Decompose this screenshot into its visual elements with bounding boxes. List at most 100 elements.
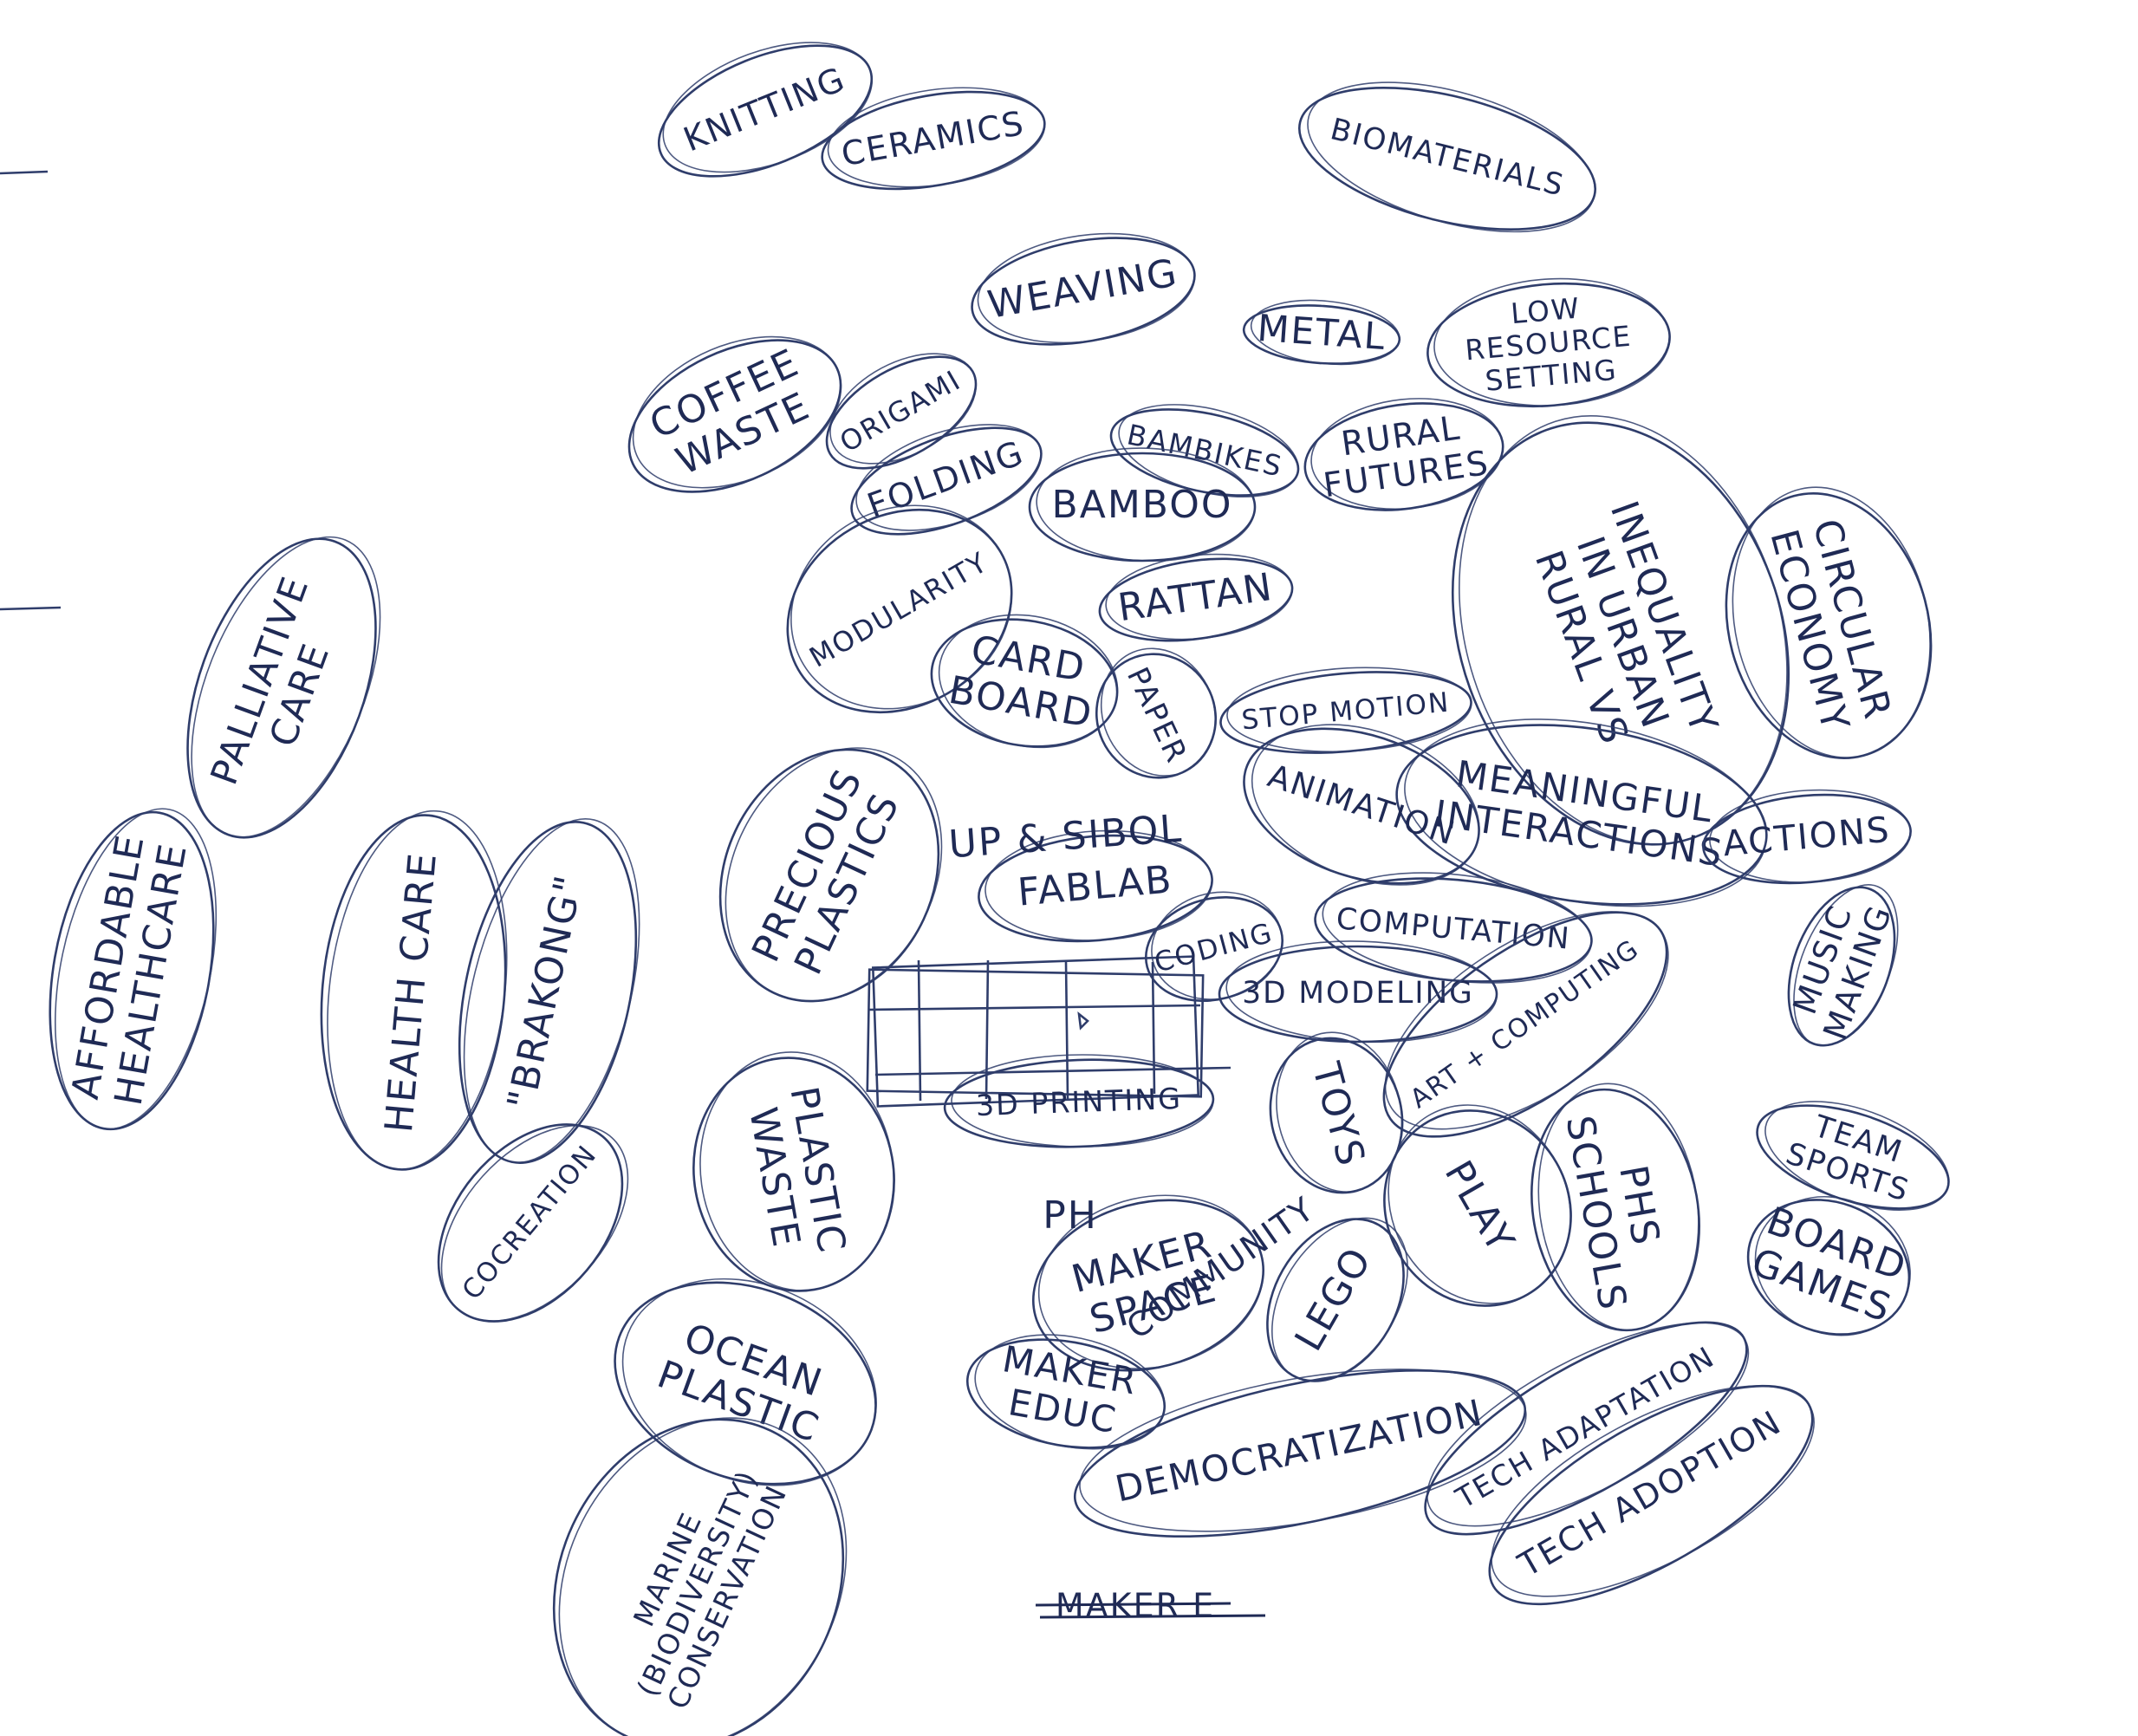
bubble-label-line: ART + COMPUTING xyxy=(1405,933,1645,1115)
bubble-outline-echo xyxy=(54,808,218,1130)
bubble-outline-echo xyxy=(1709,789,1912,883)
bubble-label-line: TOYS xyxy=(1303,1057,1374,1172)
bubble-label: MAKEREDUC xyxy=(992,1337,1141,1444)
bubble-outline-echo xyxy=(1100,647,1217,777)
bubble-outline-echo xyxy=(1251,724,1480,886)
ph-annotation: PH xyxy=(1043,1193,1098,1238)
bubble-label: METAL xyxy=(1256,307,1387,358)
bubble-outline-echo xyxy=(1491,1385,1815,1597)
bubble-label-line: PLAY xyxy=(1436,1154,1524,1261)
bubble-label-line: 3D PRINTING xyxy=(975,1081,1182,1122)
bubble-label: OCEANPLASTIC xyxy=(652,1311,841,1452)
bubble-toys: TOYS xyxy=(1269,1031,1404,1194)
bubble-affordable-healthcare: AFFORDABLEHEALTHCARE xyxy=(49,808,218,1131)
bubble-label: FABLAB xyxy=(1016,857,1174,914)
bubble-outline-echo xyxy=(632,335,842,489)
bubble-outline-echo xyxy=(1459,415,1788,845)
bubble-outline-echo xyxy=(1105,553,1293,640)
bubble-coffee-waste: COFFEEWASTE xyxy=(627,335,842,493)
bubble-outline-echo xyxy=(1732,486,1931,758)
bubble-label: COFFEEWASTE xyxy=(643,341,824,488)
bubble-outline-echo xyxy=(191,536,381,838)
bubble-schools: PHSSCHOOLS xyxy=(1530,1083,1700,1332)
bubble-label-line: ANIMATION xyxy=(1264,757,1460,852)
bubble-outline-echo xyxy=(1118,404,1299,498)
bubble-3d-printing: 3D PRINTING xyxy=(943,1054,1215,1148)
bubble-label: MARINE(BIODIVERSITY)CONSERVATION xyxy=(600,1450,794,1715)
bubble-label: TEAMSPORTS xyxy=(1782,1103,1925,1209)
bubble-music-making: MUSICMAKING xyxy=(1780,884,1899,1047)
bubble-outline-echo xyxy=(1079,1369,1527,1532)
bubble-label: CARDBOARD xyxy=(946,625,1104,737)
bubble-palliative-care: PALLIATIVECARE xyxy=(186,536,381,839)
bubble-outline-echo xyxy=(951,1054,1214,1148)
bubble-label: PLAY xyxy=(1436,1154,1524,1261)
bubble-knitting: KNITTING xyxy=(657,42,874,178)
crossed-out-maker: MAKER E xyxy=(1035,1587,1266,1625)
bubble-outline-echo xyxy=(1754,1195,1911,1336)
bubble-outline-echo xyxy=(1036,447,1256,562)
bubble-outline-echo xyxy=(1037,1194,1264,1369)
bubble-label: MODULARITY xyxy=(803,545,993,673)
bubble-label: PLASTICWASTE xyxy=(738,1083,855,1265)
bubble-marine-conservation: MARINE(BIODIVERSITY)CONSERVATION xyxy=(552,1417,848,1736)
bubble-label-line: ORIGAMI xyxy=(834,363,966,458)
bubble-outline-echo xyxy=(1793,884,1899,1047)
bubble-low-resource: LOWRESOURCESETTING xyxy=(1426,277,1671,408)
bubble-outline-echo xyxy=(1384,911,1669,1130)
margin-mark xyxy=(0,170,49,175)
bubble-outline-echo xyxy=(790,504,1013,710)
bubble-outline-echo xyxy=(1404,718,1767,907)
bubble-outline-echo xyxy=(1226,666,1472,753)
bubble-outline-echo xyxy=(977,232,1196,344)
bubble-outline-echo xyxy=(1322,872,1593,984)
bubble-bamboo: BAMBOO xyxy=(1028,447,1257,562)
bubble-label-line: DEMOCRATIZATION xyxy=(1112,1391,1487,1511)
bubble-weaving: WEAVING xyxy=(971,232,1196,346)
bubble-outline-echo xyxy=(1271,1217,1408,1382)
bubble-outline-echo xyxy=(621,1278,877,1486)
bubble-outline-echo xyxy=(440,1124,629,1322)
bubble-outline-echo xyxy=(1310,398,1504,510)
up-sibol-annotation: UP & SIBOL xyxy=(947,807,1184,868)
bubble-label: 3D PRINTING xyxy=(975,1081,1182,1122)
bubble-outline-echo xyxy=(974,1334,1166,1450)
bubble-label-line: "BRAKONG" xyxy=(499,870,592,1113)
bubble-stop-motion: STOP MOTION xyxy=(1219,666,1472,754)
bubble-rattan: RATTAN xyxy=(1098,553,1294,642)
bubble-label: CIRCULARECONOMY xyxy=(1761,514,1900,738)
bubble-outline-echo xyxy=(829,353,978,465)
bubble-label: ART + COMPUTING xyxy=(1405,933,1645,1115)
bubble-label-line: FABLAB xyxy=(1016,857,1174,914)
bubble-outline-echo xyxy=(662,42,874,173)
bubble-label-line: STOP MOTION xyxy=(1240,687,1451,737)
bubble-label-line: HEALTH CARE xyxy=(377,850,445,1135)
bubble-cardboard: CARDBOARD xyxy=(930,614,1119,749)
bubble-label-line: COCREATION xyxy=(457,1139,603,1305)
bubble-outline-echo xyxy=(1433,277,1671,406)
bubble-outline-echo xyxy=(463,818,640,1164)
bubble-outline-echo xyxy=(725,747,943,1003)
bubble-label: "BRAKONG" xyxy=(499,870,592,1113)
bubble-label: MUSICMAKING xyxy=(1780,887,1899,1044)
bubble-label: DEMOCRATIZATION xyxy=(1112,1391,1487,1511)
bubble-label: ANIMATION xyxy=(1264,757,1460,852)
bubble-actions: ACTIONS xyxy=(1702,789,1912,885)
bubble-precious-plastics: PRECIOUSPLASTICS xyxy=(718,747,943,1003)
bubble-label: PHSSCHOOLS xyxy=(1557,1105,1679,1315)
bubble-label: STOP MOTION xyxy=(1240,687,1451,737)
bubble-label-line: BAMBOO xyxy=(1052,483,1233,527)
bubble-outline-echo xyxy=(1426,1322,1750,1527)
bubble-label: HEALTH CARE xyxy=(377,850,445,1135)
bubble-biomaterials: BIOMATERIALS xyxy=(1298,81,1596,233)
bubble-health-care: HEALTH CARE xyxy=(320,809,508,1171)
bubble-label-line: LEGO xyxy=(1286,1239,1381,1358)
bubble-outline-echo xyxy=(1250,299,1400,366)
bubble-circular-economy: CIRCULARECONOMY xyxy=(1725,486,1933,759)
bubble-metal: METAL xyxy=(1242,299,1401,366)
bubble-outline-echo xyxy=(938,614,1119,749)
bubble-label: RURALFUTURES xyxy=(1316,405,1491,505)
bubble-label: LOWRESOURCESETTING xyxy=(1461,287,1636,399)
bubble-outline-echo xyxy=(1225,940,1498,1044)
